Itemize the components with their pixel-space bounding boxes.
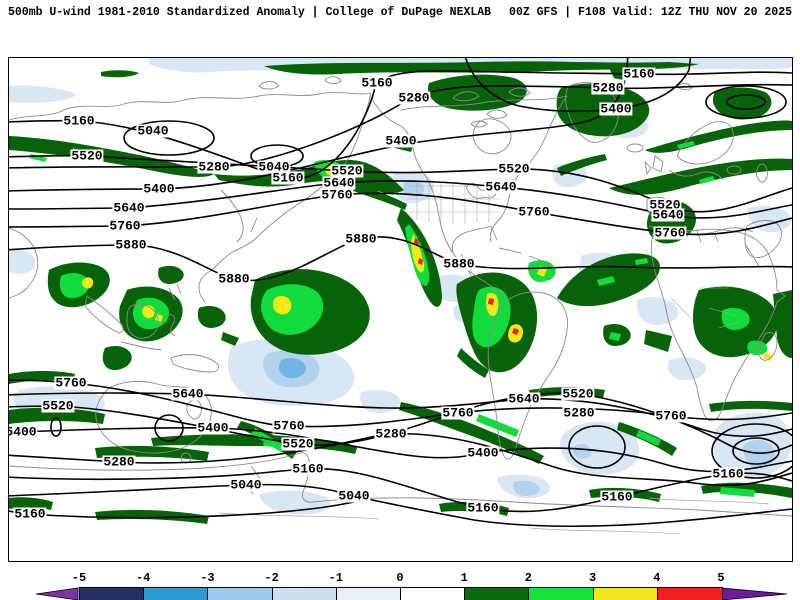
contour-label: 5280 — [562, 405, 596, 421]
contour-label: 5520 — [330, 163, 364, 179]
colorbar-segment — [336, 588, 401, 600]
colorbar-segment — [465, 588, 530, 600]
colorbar-right-arrow-shape — [722, 587, 788, 600]
colorbar-segment — [272, 588, 337, 600]
world-map-svg — [9, 58, 792, 535]
contour-label: 5520 — [648, 197, 682, 213]
contour-label: 5400 — [9, 425, 38, 439]
contour-label: 5520 — [497, 161, 531, 177]
contour-label: 5760 — [320, 187, 354, 203]
colorbar-segment — [208, 588, 273, 600]
colorbar-segment — [657, 588, 722, 600]
colorbar-tick-label: -2 — [264, 571, 279, 585]
colorbar-left-arrow-shape — [36, 587, 79, 600]
colorbar-tick-label: -3 — [200, 571, 215, 585]
contour-label: 5160 — [466, 500, 500, 516]
colorbar-segments — [79, 587, 723, 600]
contour-label: 5760 — [441, 405, 475, 421]
contour-label: 5760 — [653, 225, 687, 241]
contour-label: 5640 — [507, 391, 541, 407]
colorbar-tick-label: -1 — [328, 571, 343, 585]
contour-label: 5280 — [591, 80, 625, 96]
contour-label: 5880 — [442, 256, 476, 272]
colorbar-tick-label: 0 — [396, 571, 404, 585]
contour-label: 5640 — [484, 179, 518, 195]
contour-label: 5640 — [112, 200, 146, 216]
contour-label: 5280 — [374, 426, 408, 442]
contour-label: 5520 — [41, 398, 75, 414]
contour-label: 5400 — [466, 445, 500, 461]
contour-label: 5160 — [271, 170, 305, 186]
contour-label: 5880 — [344, 231, 378, 247]
title-bar: 500mb U-wind 1981-2010 Standardized Anom… — [8, 6, 792, 19]
contour-label: 5280 — [102, 454, 136, 470]
colorbar-segment — [400, 588, 466, 600]
contour-label: 5880 — [217, 271, 251, 287]
colorbar-segment — [80, 588, 145, 600]
contour-label: 5640 — [171, 386, 205, 402]
contour-label: 5400 — [142, 181, 176, 197]
contour-label: 5760 — [54, 375, 88, 391]
colorbar-right-arrow — [722, 587, 788, 600]
contour-label: 5760 — [517, 204, 551, 220]
colorbar-left-arrow — [36, 587, 79, 600]
contour-label: 5520 — [70, 148, 104, 164]
contour-label: 5040 — [229, 477, 263, 493]
contour-label: 5880 — [114, 237, 148, 253]
contour-label: 5040 — [257, 159, 291, 175]
contour-label: 5160 — [622, 66, 656, 82]
contour-label: 5280 — [397, 90, 431, 106]
colorbar-segment — [593, 588, 658, 600]
contour-label: 5520 — [561, 386, 595, 402]
colorbar-tick-label: -4 — [135, 571, 151, 585]
map-frame: 5160 5040 5520 5280 5040 5160 5520 5640 5760 5400… — [8, 57, 793, 562]
contour-label: 5160 — [291, 461, 325, 477]
run-valid-time: 00Z GFS | F108 Valid: 12Z THU NOV 20 202… — [509, 6, 792, 19]
contour-label: 5160 — [13, 506, 47, 522]
colorbar-tick-label: 1 — [460, 571, 468, 585]
contour-label: 5760 — [654, 408, 688, 424]
colorbar-ticks: -5 -4 -3 -2 -1 0 1 2 3 4 5 — [72, 571, 725, 585]
contour-label: 5400 — [384, 133, 418, 149]
contour-label: 5040 — [136, 123, 170, 139]
contour-label: 5520 — [281, 436, 315, 452]
colorbar-tick-label: -5 — [71, 571, 87, 585]
contour-label: 5160 — [360, 75, 394, 91]
contour-label: 5040 — [337, 488, 371, 504]
colorbar-tick-label: 3 — [588, 571, 597, 585]
contour-label: 5160 — [711, 466, 745, 482]
contour-label: 5400 — [196, 420, 230, 436]
colorbar-tick-label: 2 — [524, 571, 532, 585]
contour-label: 5640 — [322, 175, 356, 191]
colorbar-tick-label: 4 — [653, 571, 661, 585]
colorbar-segment — [144, 588, 209, 600]
contour-label: 5280 — [197, 159, 231, 175]
contour-label: 5160 — [600, 489, 634, 505]
contour-label: 5400 — [599, 101, 633, 117]
contour-label: 5760 — [108, 218, 142, 234]
contour-label: 5640 — [651, 207, 685, 223]
colorbar-tick-label: 5 — [717, 571, 725, 585]
colorbar-segment — [529, 588, 594, 600]
contour-label: 5160 — [62, 113, 96, 129]
product-title: 500mb U-wind 1981-2010 Standardized Anom… — [8, 6, 492, 19]
contour-label: 5760 — [272, 418, 306, 434]
contour-labels: 5160 5040 5520 5280 5040 5160 5520 5640 5760 5400… — [9, 58, 792, 561]
